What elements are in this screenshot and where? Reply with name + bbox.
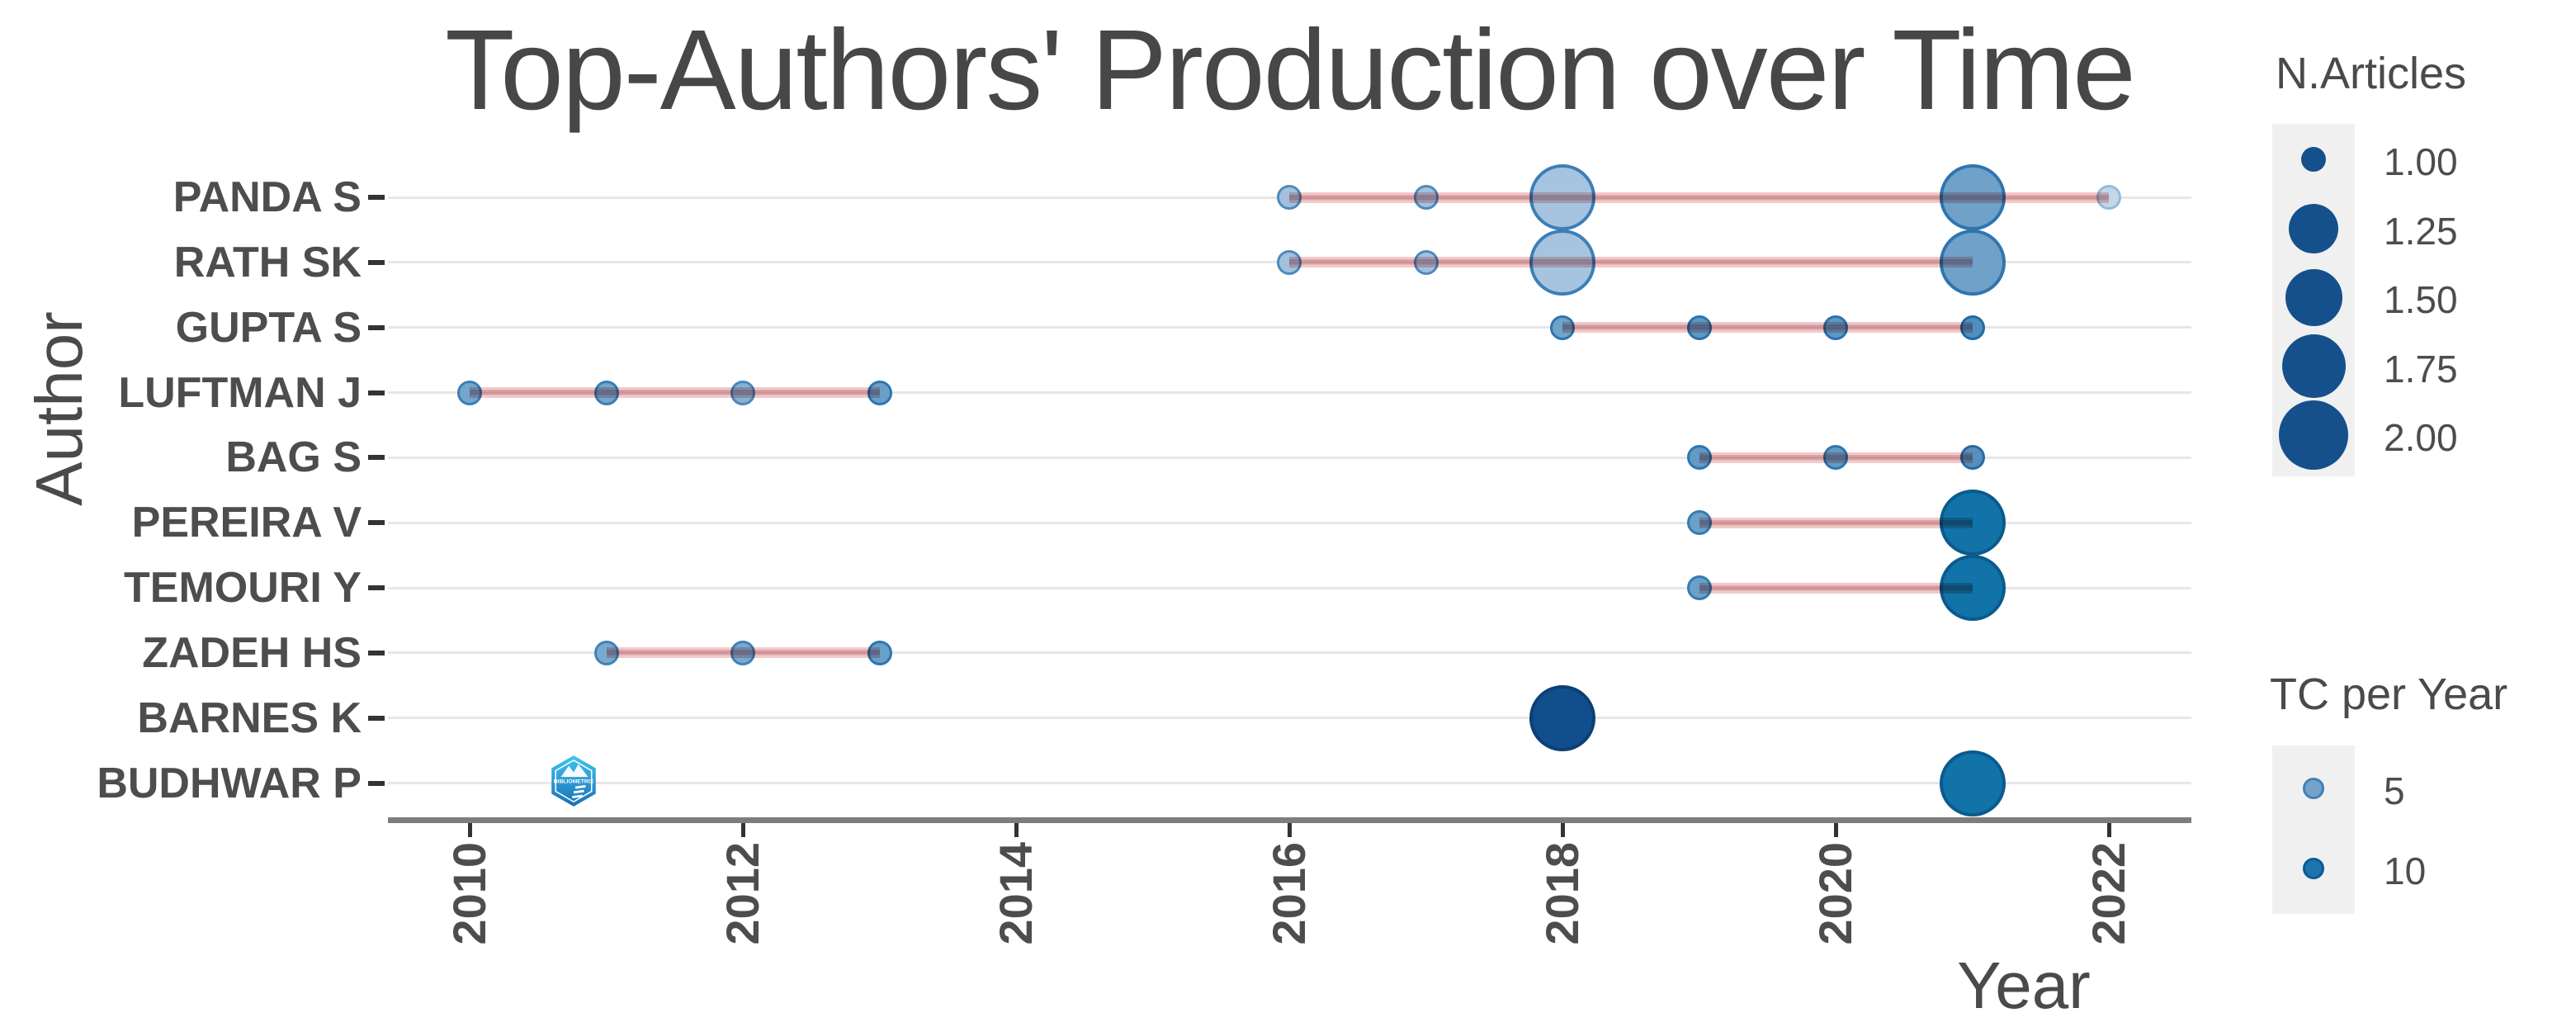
x-tick (1287, 823, 1292, 837)
y-tick (368, 520, 385, 526)
y-axis-label: BUDHWAR P (97, 759, 362, 807)
legend-color-label: 10 (2384, 850, 2427, 892)
production-timeline (1699, 517, 1973, 528)
gridline (388, 651, 2191, 655)
production-timeline (1699, 452, 1973, 463)
x-tick (2106, 823, 2111, 837)
legend-size-title: N.Articles (2276, 49, 2467, 98)
y-tick (368, 585, 385, 591)
legend-size-label: 1.75 (2384, 347, 2458, 390)
legend-color-bubble (2303, 858, 2324, 879)
y-axis-label: ZADEH HS (142, 628, 362, 677)
gridline (388, 456, 2191, 459)
x-tick-label-text: 2014 (990, 842, 1042, 945)
production-timeline (470, 387, 880, 399)
x-tick-label: 2014 (990, 842, 1042, 958)
y-axis-label: PEREIRA V (131, 499, 362, 547)
legend-size-bubble (2289, 203, 2338, 253)
y-axis-label: RATH SK (173, 238, 362, 286)
y-tick (368, 195, 385, 200)
x-tick (1833, 823, 1838, 837)
gridline (388, 391, 2191, 395)
x-tick-label-text: 2016 (1263, 842, 1315, 945)
chart-title: Top-Authors' Production over Time (445, 7, 2136, 134)
x-tick-label: 2020 (1809, 842, 1861, 958)
y-axis-label: PANDA S (173, 173, 362, 221)
x-tick-label: 2010 (443, 842, 495, 958)
y-tick (368, 715, 385, 721)
production-timeline (1699, 582, 1973, 594)
legend-size-bubble (2285, 268, 2342, 326)
legend-color-label: 5 (2384, 769, 2405, 812)
bibliometrix-logo-icon: BIBLIOMETRIX (551, 755, 596, 807)
y-axis-label: TEMOURI Y (124, 564, 362, 613)
y-axis-label: GUPTA S (175, 303, 362, 352)
x-tick (1014, 823, 1019, 837)
x-tick (740, 823, 745, 837)
gridline (388, 782, 2191, 785)
gridline (388, 586, 2191, 589)
legend-size-label: 1.25 (2384, 209, 2458, 253)
y-axis-label: BAG S (225, 433, 362, 482)
x-tick-label-text: 2020 (1809, 842, 1861, 945)
x-tick-label-text: 2010 (443, 842, 495, 945)
y-tick (368, 650, 385, 655)
legend-size-bubble (2301, 147, 2326, 172)
y-tick (368, 259, 385, 265)
legend-color-bubble (2303, 778, 2324, 799)
y-axis-label: LUFTMAN J (118, 368, 362, 417)
gridline (388, 521, 2191, 524)
legend-size-label: 2.00 (2384, 416, 2458, 459)
production-timeline (1562, 322, 1973, 334)
bibliometrix-logo-text: BIBLIOMETRIX (554, 779, 594, 784)
y-tick (368, 455, 385, 461)
x-axis-title: Year (1957, 949, 2091, 1022)
legend-size-label: 1.00 (2384, 140, 2458, 183)
data-point (1939, 750, 2006, 816)
x-tick-label: 2016 (1263, 842, 1315, 958)
legend-size-bubble (2279, 400, 2348, 470)
production-timeline (1289, 192, 2109, 203)
x-tick-label-text: 2012 (716, 842, 768, 945)
x-axis-line (388, 817, 2191, 823)
x-tick (1560, 823, 1565, 837)
y-tick (368, 390, 385, 395)
data-point (1529, 684, 1595, 751)
x-tick-label: 2022 (2082, 842, 2134, 958)
x-tick (467, 823, 472, 837)
y-tick (368, 324, 385, 330)
gridline (388, 717, 2191, 720)
y-axis-label: BARNES K (137, 693, 362, 742)
legend-size-bubble (2281, 334, 2346, 398)
y-tick (368, 780, 385, 786)
x-tick-label-text: 2022 (2082, 842, 2134, 945)
x-tick-label-text: 2018 (1536, 842, 1588, 945)
production-timeline (606, 647, 880, 659)
data-point (1939, 490, 2006, 556)
production-timeline (1289, 257, 1973, 268)
legend-color-key-background (2272, 745, 2355, 914)
x-tick-label: 2012 (716, 842, 768, 958)
x-tick-label: 2018 (1536, 842, 1588, 958)
gridline (388, 326, 2191, 329)
legend-color-title: TC per Year (2270, 670, 2508, 719)
legend-size-label: 1.50 (2384, 278, 2458, 321)
